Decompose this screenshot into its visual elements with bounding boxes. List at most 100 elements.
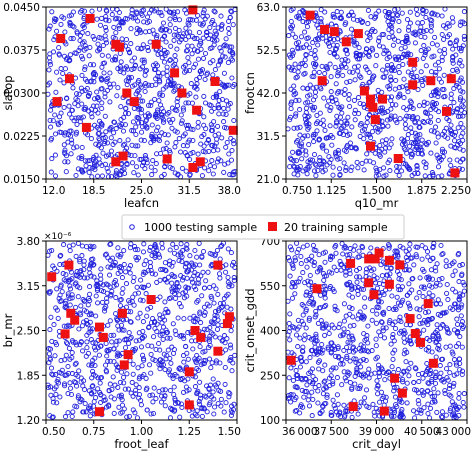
testing-point bbox=[324, 103, 330, 109]
testing-point bbox=[86, 312, 92, 318]
testing-point bbox=[197, 311, 203, 317]
testing-point bbox=[52, 112, 58, 118]
testing-point bbox=[422, 245, 429, 251]
testing-point bbox=[130, 407, 136, 413]
testing-point bbox=[133, 91, 139, 97]
testing-point bbox=[149, 392, 155, 398]
testing-point bbox=[106, 387, 112, 393]
testing-point bbox=[341, 369, 347, 375]
testing-point bbox=[369, 129, 375, 135]
testing-point bbox=[200, 10, 206, 16]
testing-point bbox=[291, 125, 297, 131]
testing-point bbox=[138, 402, 144, 408]
legend-training-marker bbox=[268, 222, 277, 231]
testing-point bbox=[223, 262, 229, 268]
testing-point bbox=[111, 130, 117, 136]
testing-point bbox=[64, 96, 70, 102]
testing-point bbox=[328, 253, 334, 259]
testing-point bbox=[141, 241, 147, 247]
testing-point bbox=[170, 241, 176, 247]
testing-point bbox=[416, 120, 422, 126]
testing-point bbox=[172, 397, 178, 403]
x-tick-label: 43 000 bbox=[436, 426, 472, 438]
testing-point bbox=[175, 400, 181, 406]
testing-point bbox=[159, 55, 165, 61]
testing-point bbox=[412, 146, 418, 152]
testing-point bbox=[387, 116, 393, 122]
testing-point bbox=[153, 114, 159, 120]
testing-point bbox=[420, 55, 426, 61]
training-point bbox=[224, 312, 234, 322]
testing-point bbox=[311, 351, 317, 357]
testing-point bbox=[59, 14, 65, 20]
testing-point bbox=[421, 405, 427, 411]
testing-point bbox=[86, 388, 92, 394]
testing-point bbox=[319, 143, 325, 149]
testing-point bbox=[167, 57, 174, 63]
testing-point bbox=[154, 279, 160, 285]
testing-point bbox=[210, 171, 216, 177]
testing-point bbox=[414, 306, 420, 312]
testing-point bbox=[328, 133, 334, 139]
testing-point bbox=[386, 11, 392, 18]
testing-point bbox=[202, 348, 208, 354]
testing-point bbox=[176, 83, 182, 89]
training-point bbox=[397, 388, 407, 398]
testing-point bbox=[140, 352, 146, 358]
testing-point bbox=[107, 99, 113, 105]
testing-point bbox=[201, 406, 208, 412]
testing-point bbox=[208, 365, 214, 371]
testing-point bbox=[355, 17, 361, 24]
testing-point bbox=[414, 410, 420, 416]
testing-point bbox=[440, 23, 447, 29]
testing-point bbox=[67, 52, 73, 58]
testing-point bbox=[454, 371, 460, 377]
testing-point bbox=[341, 91, 348, 97]
testing-point bbox=[156, 98, 162, 104]
testing-point bbox=[87, 62, 94, 68]
testing-point bbox=[117, 123, 124, 129]
testing-point bbox=[450, 67, 456, 73]
testing-point bbox=[65, 159, 71, 165]
testing-point bbox=[58, 358, 64, 364]
testing-point bbox=[300, 244, 306, 250]
testing-point bbox=[455, 304, 462, 310]
testing-point bbox=[91, 389, 97, 395]
testing-point bbox=[217, 89, 223, 95]
testing-point bbox=[231, 141, 237, 147]
legend-training-label: 20 training sample bbox=[284, 221, 388, 234]
testing-point bbox=[113, 57, 119, 63]
testing-point bbox=[223, 269, 229, 275]
testing-point bbox=[198, 395, 204, 401]
testing-point bbox=[346, 96, 352, 102]
testing-point bbox=[460, 137, 466, 143]
training-point bbox=[56, 34, 66, 43]
testing-point bbox=[341, 402, 347, 408]
testing-point bbox=[428, 267, 434, 273]
testing-point bbox=[311, 263, 317, 269]
testing-point bbox=[149, 131, 155, 137]
testing-point bbox=[376, 148, 383, 154]
testing-point bbox=[423, 309, 429, 316]
testing-point bbox=[399, 141, 405, 147]
testing-point bbox=[175, 315, 181, 321]
testing-point bbox=[430, 100, 436, 106]
testing-point bbox=[124, 162, 130, 168]
testing-point bbox=[78, 85, 84, 91]
testing-point bbox=[131, 170, 137, 176]
testing-point bbox=[189, 100, 195, 106]
testing-point bbox=[143, 291, 149, 297]
testing-point bbox=[132, 63, 138, 69]
testing-point bbox=[297, 335, 303, 341]
testing-point bbox=[441, 36, 447, 42]
testing-point bbox=[135, 172, 141, 178]
testing-point bbox=[327, 123, 333, 129]
testing-point bbox=[306, 393, 312, 399]
testing-point bbox=[133, 387, 139, 393]
testing-point bbox=[417, 144, 423, 150]
testing-point bbox=[90, 368, 96, 374]
testing-point bbox=[321, 159, 327, 165]
testing-point bbox=[104, 353, 110, 359]
testing-point bbox=[118, 116, 124, 123]
training-point bbox=[364, 278, 374, 288]
